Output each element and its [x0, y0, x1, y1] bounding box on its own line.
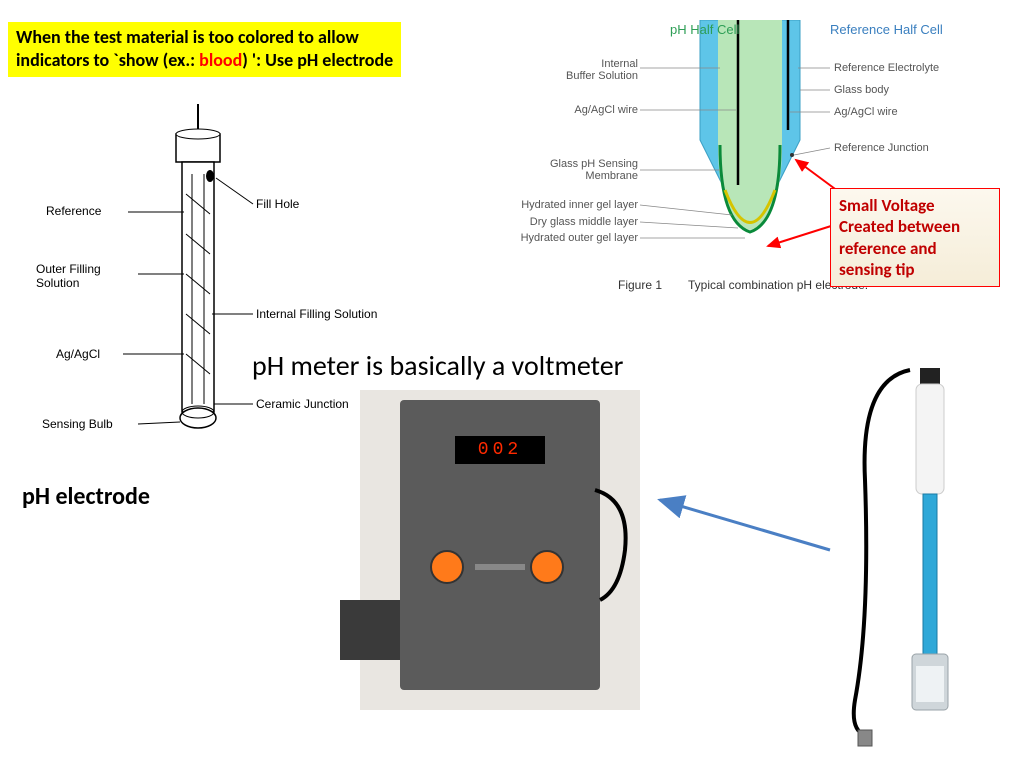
ph-meter-photo: 002: [360, 390, 640, 710]
label-ceramic-junction: Ceramic Junction: [256, 397, 349, 411]
label-hyd-outer: Hydrated outer gel layer: [512, 232, 638, 244]
ph-half-cell-label: pH Half Cell: [670, 22, 739, 37]
label-hyd-inner: Hydrated inner gel layer: [512, 199, 638, 211]
highlight-blood: blood: [199, 49, 242, 71]
figure-number: Figure 1: [618, 278, 662, 292]
meter-cable: [590, 430, 650, 630]
meter-body: 002: [400, 400, 600, 690]
label-internal-buffer: Internal Buffer Solution: [550, 58, 638, 82]
label-ref-junction: Reference Junction: [834, 142, 929, 154]
meter-scale: [475, 564, 525, 570]
blue-arrow: [650, 490, 850, 570]
label-sensing-bulb: Sensing Bulb: [42, 417, 113, 431]
label-ag-wire-left: Ag/AgCl wire: [550, 104, 638, 116]
voltage-callout: Small Voltage Created between reference …: [830, 188, 1000, 287]
ph-probe-photo: [850, 360, 990, 750]
highlight-line2a: indicators to `show (ex.:: [16, 49, 199, 71]
label-ref-electrolyte: Reference Electrolyte: [834, 62, 939, 74]
ref-half-cell-label: Reference Half Cell: [830, 22, 943, 37]
label-reference: Reference: [46, 204, 101, 218]
label-outer-filling: Outer Filling Solution: [36, 262, 101, 290]
meter-display: 002: [455, 436, 545, 464]
electrode-diagram: Reference Outer Filling Solution Ag/AgCl…: [28, 104, 388, 444]
label-glass-sensing: Glass pH Sensing Membrane: [540, 158, 638, 182]
highlight-banner: When the test material is too colored to…: [8, 22, 401, 77]
label-internal-filling: Internal Filling Solution: [256, 307, 377, 321]
probe-svg: [850, 360, 990, 750]
highlight-line2b: ) ': Use pH electrode: [242, 49, 393, 71]
voltage-callout-text: Small Voltage Created between reference …: [839, 195, 960, 280]
meter-stand: [340, 600, 400, 660]
main-title: pH meter is basically a voltmeter: [252, 348, 623, 383]
label-ag-agcl: Ag/AgCl: [56, 347, 100, 361]
meter-knob-left: [430, 550, 464, 584]
highlight-line1: When the test material is too colored to…: [16, 26, 359, 48]
label-dry-mid: Dry glass middle layer: [512, 216, 638, 228]
ph-electrode-title: pH electrode: [22, 482, 150, 511]
label-ag-wire-right: Ag/AgCl wire: [834, 106, 898, 118]
label-glass-body: Glass body: [834, 84, 889, 96]
label-fill-hole: Fill Hole: [256, 197, 299, 211]
meter-knob-right: [530, 550, 564, 584]
